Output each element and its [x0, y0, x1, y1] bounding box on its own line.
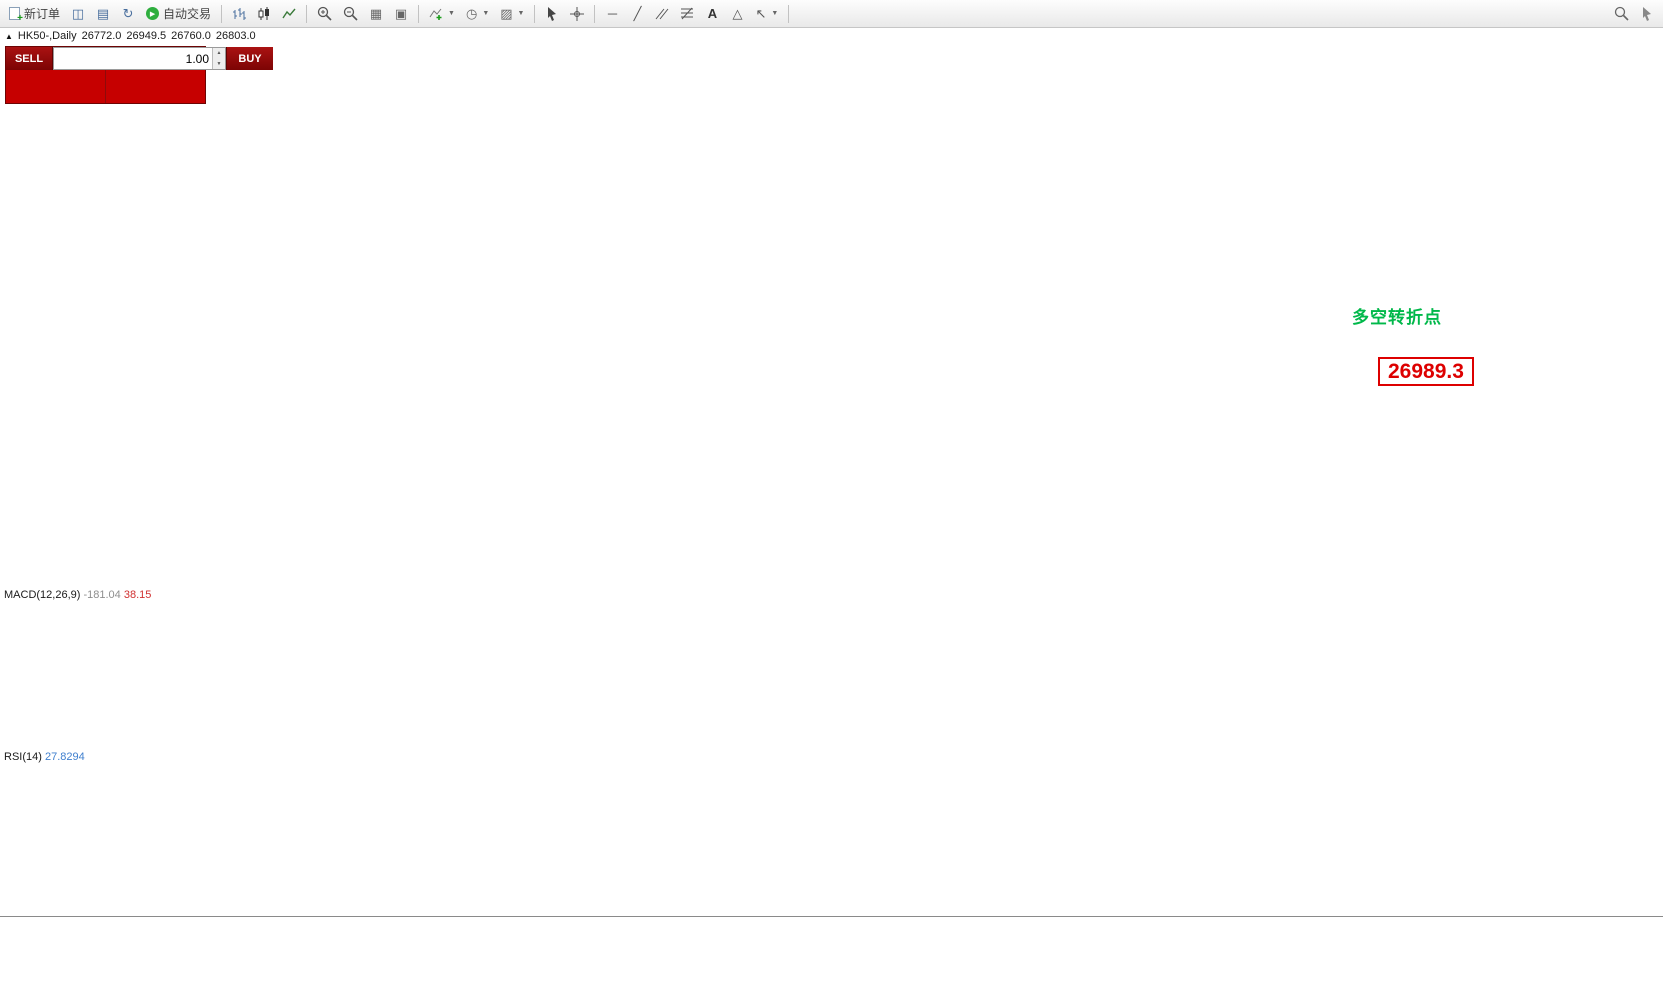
buy-button[interactable]: BUY: [226, 47, 273, 70]
toolbar-separator: [306, 4, 308, 23]
low-value: 26760.0: [171, 30, 211, 42]
horizontal-line-button[interactable]: ─: [600, 2, 624, 25]
line-chart-button[interactable]: [277, 2, 301, 25]
one-click-trading-panel: SELL ▲ ▼ BUY: [5, 46, 273, 104]
buy-label: BUY: [238, 52, 262, 65]
chart-ohlc-title: ▲ HK50-,Daily 26772.0 26949.5 26760.0 26…: [5, 30, 256, 42]
autotrading-button[interactable]: ▶ 自动交易: [141, 2, 216, 25]
volume-field: ▲ ▼: [53, 47, 226, 70]
text-icon: A: [707, 6, 718, 21]
toolbar-separator: [418, 4, 420, 23]
search-button[interactable]: [1609, 2, 1634, 25]
chart-window-button[interactable]: ◫: [66, 2, 90, 25]
collapse-panel-icon[interactable]: ▲: [5, 31, 13, 41]
channel-icon: [656, 8, 669, 20]
grid-icon: ▦: [369, 6, 383, 21]
fibonacci-icon: [681, 7, 694, 20]
sell-label: SELL: [14, 52, 44, 65]
autotrading-play-icon: ▶: [146, 7, 160, 20]
trendline-icon: ╱: [633, 6, 642, 21]
high-value: 26949.5: [126, 30, 167, 42]
symbol-period-label: HK50-,Daily: [17, 30, 77, 42]
chevron-down-icon: ▼: [771, 10, 779, 17]
date-axis[interactable]: [0, 916, 1663, 942]
templates-button[interactable]: ▨ ▼: [495, 2, 529, 25]
chevron-down-icon: ▼: [482, 10, 490, 17]
zoom-out-icon: [343, 6, 358, 21]
top-toolbar: 新订单 ◫ ▤ ↻ ▶ 自动交易 ▦ ▣ ▼ ◷▼ ▨▼ ─ ╱: [0, 0, 1663, 28]
toolbar-separator: [594, 4, 596, 23]
quotes-button[interactable]: ↻: [116, 2, 140, 25]
clock-icon: ◷: [465, 6, 478, 21]
stepper-up-icon[interactable]: ▲: [213, 48, 225, 59]
sell-button[interactable]: SELL: [6, 47, 53, 70]
chart-window-icon: ◫: [71, 6, 85, 21]
candlestick-chart-icon: [258, 6, 270, 20]
quick-pointer-button[interactable]: [1635, 2, 1659, 25]
crosshair-button[interactable]: [565, 2, 589, 25]
auto-arrange-button[interactable]: ▦: [364, 2, 388, 25]
buy-price[interactable]: [106, 70, 205, 103]
channel-button[interactable]: [650, 2, 674, 25]
arrow-symbol-icon: ↖: [755, 6, 767, 21]
fibonacci-button[interactable]: [675, 2, 699, 25]
rsi-panel-canvas[interactable]: [0, 748, 1663, 916]
chevron-down-icon: ▼: [517, 10, 525, 17]
new-order-icon: [9, 7, 23, 24]
chevron-down-icon: ▼: [448, 10, 455, 17]
indicators-button[interactable]: ▼: [424, 2, 460, 25]
macd-name: MACD(12,26,9): [4, 589, 81, 601]
close-value: 26803.0: [215, 30, 256, 42]
horizontal-line-icon: ─: [607, 6, 618, 21]
volume-input[interactable]: [54, 48, 212, 69]
template-icon: ▨: [500, 6, 513, 21]
shapes-icon: △: [732, 6, 743, 21]
toolbar-separator: [788, 4, 790, 23]
shapes-button[interactable]: △: [725, 2, 749, 25]
tile-windows-button[interactable]: ▣: [389, 2, 413, 25]
tile-windows-icon: ▣: [394, 6, 408, 21]
macd-indicator-label: MACD(12,26,9) -181.04 38.15: [4, 589, 151, 601]
profiles-button[interactable]: ▤: [91, 2, 115, 25]
volume-stepper: ▲ ▼: [212, 48, 225, 69]
new-order-label: 新订单: [24, 7, 61, 21]
new-order-button[interactable]: 新订单: [4, 2, 65, 25]
periods-button[interactable]: ◷ ▼: [461, 2, 494, 25]
macd-panel-canvas[interactable]: [0, 586, 1663, 748]
stepper-down-icon[interactable]: ▼: [213, 58, 225, 69]
zoom-in-button[interactable]: [312, 2, 337, 25]
profiles-icon: ▤: [96, 6, 110, 21]
macd-signal-value: 38.15: [123, 589, 152, 601]
line-chart-icon: [282, 8, 296, 18]
rsi-value: 27.8294: [44, 751, 85, 763]
cursor-icon: [548, 7, 557, 21]
indicators-icon: [429, 8, 442, 20]
open-value: 26772.0: [81, 30, 122, 42]
zoom-out-button[interactable]: [338, 2, 363, 25]
rsi-name: RSI(14): [4, 751, 42, 763]
candlestick-chart-button[interactable]: [252, 2, 276, 25]
macd-main-value: -181.04: [83, 589, 121, 601]
toolbar-separator: [534, 4, 536, 23]
trendline-button[interactable]: ╱: [625, 2, 649, 25]
text-label-button[interactable]: A: [700, 2, 724, 25]
rsi-indicator-label: RSI(14) 27.8294: [4, 751, 85, 763]
arrows-button[interactable]: ↖ ▼: [750, 2, 783, 25]
crosshair-icon: [570, 6, 585, 21]
pointer-icon: [1643, 7, 1651, 21]
bar-chart-button[interactable]: [227, 2, 251, 25]
search-icon: [1614, 6, 1629, 21]
zoom-in-icon: [317, 6, 332, 21]
toolbar-separator: [221, 4, 223, 23]
sell-price[interactable]: [6, 70, 106, 103]
refresh-icon: ↻: [122, 6, 134, 21]
bar-chart-icon: [233, 7, 247, 20]
cursor-button[interactable]: [540, 2, 564, 25]
turning-point-annotation[interactable]: 多空转折点: [1352, 308, 1442, 327]
autotrading-label: 自动交易: [163, 7, 212, 21]
price-callout-label[interactable]: 26989.3: [1378, 357, 1474, 386]
